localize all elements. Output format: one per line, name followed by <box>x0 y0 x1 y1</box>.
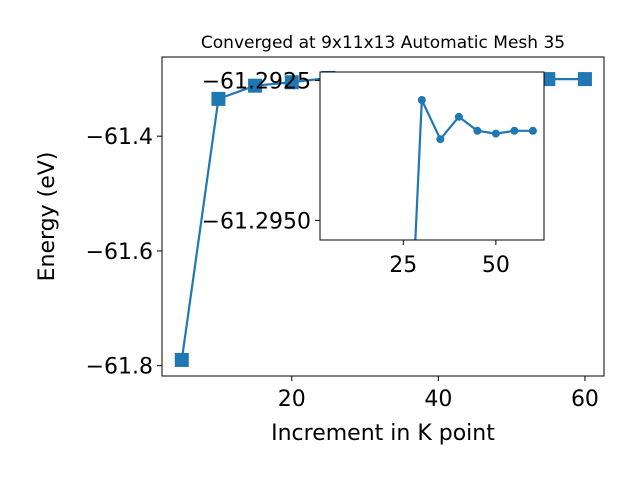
main-y-ticks: −61.4 −61.6 −61.8 <box>86 125 162 380</box>
main-data-point <box>174 352 189 367</box>
inset-y-tick-label: −61.2925 <box>202 69 311 94</box>
main-data-point <box>248 78 263 93</box>
y-tick-label: −61.8 <box>86 355 153 380</box>
inset-data-point <box>510 126 519 135</box>
y-tick-label: −61.6 <box>86 240 153 265</box>
inset-axes-frame <box>319 71 545 241</box>
main-data-point <box>284 75 299 90</box>
inset-data-point <box>491 129 500 138</box>
main-data-point <box>211 91 226 106</box>
y-tick-label: −61.4 <box>86 125 153 150</box>
inset-x-tick-label: 25 <box>389 253 417 278</box>
x-tick-label: 60 <box>571 387 599 412</box>
x-tick-label: 40 <box>424 387 452 412</box>
chart-title: Converged at 9x11x13 Automatic Mesh 35 <box>201 33 565 53</box>
inset-data-point <box>473 126 482 135</box>
x-tick-label: 20 <box>278 387 306 412</box>
inset-y-tick-label: −61.2950 <box>202 209 311 234</box>
main-axes-frame <box>161 56 605 377</box>
inset-background <box>320 72 544 240</box>
inset-y-ticks: −61.2950 −61.2925 <box>202 69 320 234</box>
main-data-point <box>577 72 592 87</box>
main-data-point <box>541 72 556 87</box>
y-axis-label: Energy (eV) <box>35 152 60 282</box>
inset-data-point <box>417 96 426 104</box>
x-axis-label: Increment in K point <box>271 421 495 446</box>
inset-x-ticks: 25 50 <box>389 240 510 278</box>
inset-data-point <box>528 126 537 135</box>
inset-data-point <box>436 135 445 144</box>
main-x-ticks: 20 40 60 <box>278 376 599 412</box>
inset-series <box>414 96 537 240</box>
inset-axes: 25 50 −61.2950 −61.2925 <box>202 69 545 278</box>
inset-data-point <box>454 112 463 121</box>
inset-x-tick-label: 50 <box>482 253 510 278</box>
